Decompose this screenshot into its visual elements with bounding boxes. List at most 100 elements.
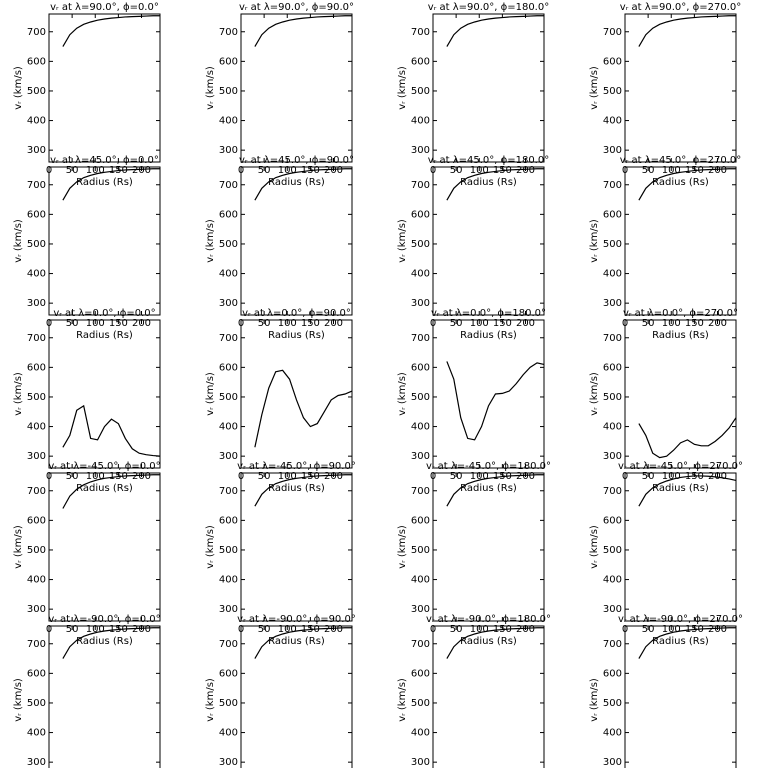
chart-title: vᵣ at λ=90.0°, ϕ=90.0° bbox=[239, 2, 354, 13]
y-tick-label: 400 bbox=[411, 575, 430, 586]
plot-frame bbox=[240, 472, 353, 622]
y-tick-label: 300 bbox=[219, 298, 238, 309]
y-tick-label: 500 bbox=[27, 239, 46, 250]
chart-title: vᵣ at λ=-45.0°, ϕ=90.0° bbox=[237, 461, 356, 472]
plot-frame bbox=[48, 166, 161, 316]
line bbox=[254, 627, 352, 659]
subplot: vᵣ at λ=-90.0°, ϕ=0.0°050100150200300400… bbox=[13, 614, 161, 768]
y-tick-label: 700 bbox=[603, 639, 622, 650]
y-tick-label: 300 bbox=[219, 145, 238, 156]
chart-title: vᵣ at λ=45.0°, ϕ=270.0° bbox=[620, 155, 741, 166]
y-tick-label: 400 bbox=[219, 422, 238, 433]
y-tick-label: 400 bbox=[603, 269, 622, 280]
chart-title: vᵣ at λ=90.0°, ϕ=0.0° bbox=[50, 2, 159, 13]
plot-frame bbox=[432, 319, 545, 469]
chart-title: vᵣ at λ=0.0°, ϕ=180.0° bbox=[431, 308, 546, 319]
y-tick-label: 600 bbox=[411, 668, 430, 679]
x-axis-label: Radius (Rs) bbox=[652, 636, 709, 647]
y-tick-label: 400 bbox=[603, 575, 622, 586]
y-tick-label: 300 bbox=[411, 298, 430, 309]
plot-frame bbox=[240, 166, 353, 316]
chart-title: vᵣ at λ=90.0°, ϕ=270.0° bbox=[620, 2, 741, 13]
y-tick-label: 500 bbox=[603, 392, 622, 403]
y-tick-label: 600 bbox=[219, 209, 238, 220]
y-tick-label: 700 bbox=[27, 27, 46, 38]
y-tick-label: 600 bbox=[603, 668, 622, 679]
y-tick-label: 600 bbox=[603, 515, 622, 526]
chart-title: vᵣ at λ=0.0°, ϕ=90.0° bbox=[242, 308, 351, 319]
chart-title: vᵣ at λ=90.0°, ϕ=180.0° bbox=[428, 2, 549, 13]
y-axis-label: vᵣ (km/s) bbox=[589, 678, 600, 722]
y-axis-label: vᵣ (km/s) bbox=[397, 372, 408, 416]
y-axis-label: vᵣ (km/s) bbox=[13, 66, 24, 110]
chart-title: vᵣ at λ=45.0°, ϕ=0.0° bbox=[50, 155, 159, 166]
y-tick-label: 700 bbox=[27, 180, 46, 191]
y-tick-label: 600 bbox=[219, 515, 238, 526]
line bbox=[62, 474, 160, 509]
y-tick-label: 500 bbox=[27, 545, 46, 556]
y-axis-label: vᵣ (km/s) bbox=[589, 372, 600, 416]
plot-frame bbox=[240, 625, 353, 768]
y-tick-label: 400 bbox=[603, 728, 622, 739]
y-tick-label: 600 bbox=[27, 362, 46, 373]
y-tick-label: 700 bbox=[27, 486, 46, 497]
y-tick-label: 700 bbox=[603, 333, 622, 344]
line bbox=[254, 369, 353, 448]
subplot: vᵣ at λ=-90.0°, ϕ=180.0°0501001502003004… bbox=[397, 614, 551, 768]
line bbox=[638, 15, 736, 47]
x-axis-label: Radius (Rs) bbox=[76, 636, 133, 647]
line bbox=[446, 361, 545, 441]
y-tick-label: 300 bbox=[219, 604, 238, 615]
x-axis-label: Radius (Rs) bbox=[268, 483, 325, 494]
x-axis-label: Radius (Rs) bbox=[76, 483, 133, 494]
y-tick-label: 700 bbox=[603, 180, 622, 191]
y-tick-label: 400 bbox=[411, 269, 430, 280]
y-tick-label: 300 bbox=[603, 604, 622, 615]
y-tick-label: 300 bbox=[411, 757, 430, 768]
line bbox=[446, 168, 544, 201]
plot-frame bbox=[48, 472, 161, 622]
plot-frame bbox=[432, 625, 545, 768]
plot-frame bbox=[624, 13, 737, 163]
line bbox=[446, 474, 544, 507]
y-tick-label: 500 bbox=[411, 239, 430, 250]
y-tick-label: 300 bbox=[411, 604, 430, 615]
y-tick-label: 700 bbox=[411, 333, 430, 344]
line bbox=[254, 168, 352, 201]
y-tick-label: 500 bbox=[603, 239, 622, 250]
y-tick-label: 300 bbox=[27, 604, 46, 615]
y-tick-label: 300 bbox=[27, 298, 46, 309]
plot-frame bbox=[48, 625, 161, 768]
chart-title: vᵣ at λ=45.0°, ϕ=180.0° bbox=[428, 155, 549, 166]
line bbox=[62, 627, 160, 659]
plot-frame bbox=[432, 472, 545, 622]
plot-frame bbox=[624, 319, 737, 469]
y-tick-label: 500 bbox=[219, 545, 238, 556]
chart-title: vᵣ at λ=-90.0°, ϕ=270.0° bbox=[618, 614, 743, 625]
y-tick-label: 600 bbox=[27, 515, 46, 526]
line bbox=[62, 404, 161, 457]
y-tick-label: 700 bbox=[411, 486, 430, 497]
x-axis-label: Radius (Rs) bbox=[460, 483, 517, 494]
y-tick-label: 400 bbox=[27, 422, 46, 433]
y-tick-label: 300 bbox=[27, 451, 46, 462]
y-tick-label: 400 bbox=[27, 728, 46, 739]
plot-frame bbox=[624, 166, 737, 316]
y-axis-label: vᵣ (km/s) bbox=[589, 219, 600, 263]
plot-frame bbox=[624, 625, 737, 768]
y-tick-label: 600 bbox=[411, 209, 430, 220]
y-tick-label: 300 bbox=[411, 451, 430, 462]
y-tick-label: 400 bbox=[27, 575, 46, 586]
plot-frame bbox=[432, 13, 545, 163]
y-axis-label: vᵣ (km/s) bbox=[589, 525, 600, 569]
x-axis-label: Radius (Rs) bbox=[652, 483, 709, 494]
y-tick-label: 400 bbox=[27, 116, 46, 127]
y-tick-label: 600 bbox=[219, 362, 238, 373]
y-tick-label: 500 bbox=[27, 86, 46, 97]
y-tick-label: 700 bbox=[219, 333, 238, 344]
y-tick-label: 600 bbox=[27, 209, 46, 220]
y-tick-label: 500 bbox=[411, 392, 430, 403]
x-axis-label: Radius (Rs) bbox=[76, 330, 133, 341]
y-tick-label: 700 bbox=[27, 333, 46, 344]
